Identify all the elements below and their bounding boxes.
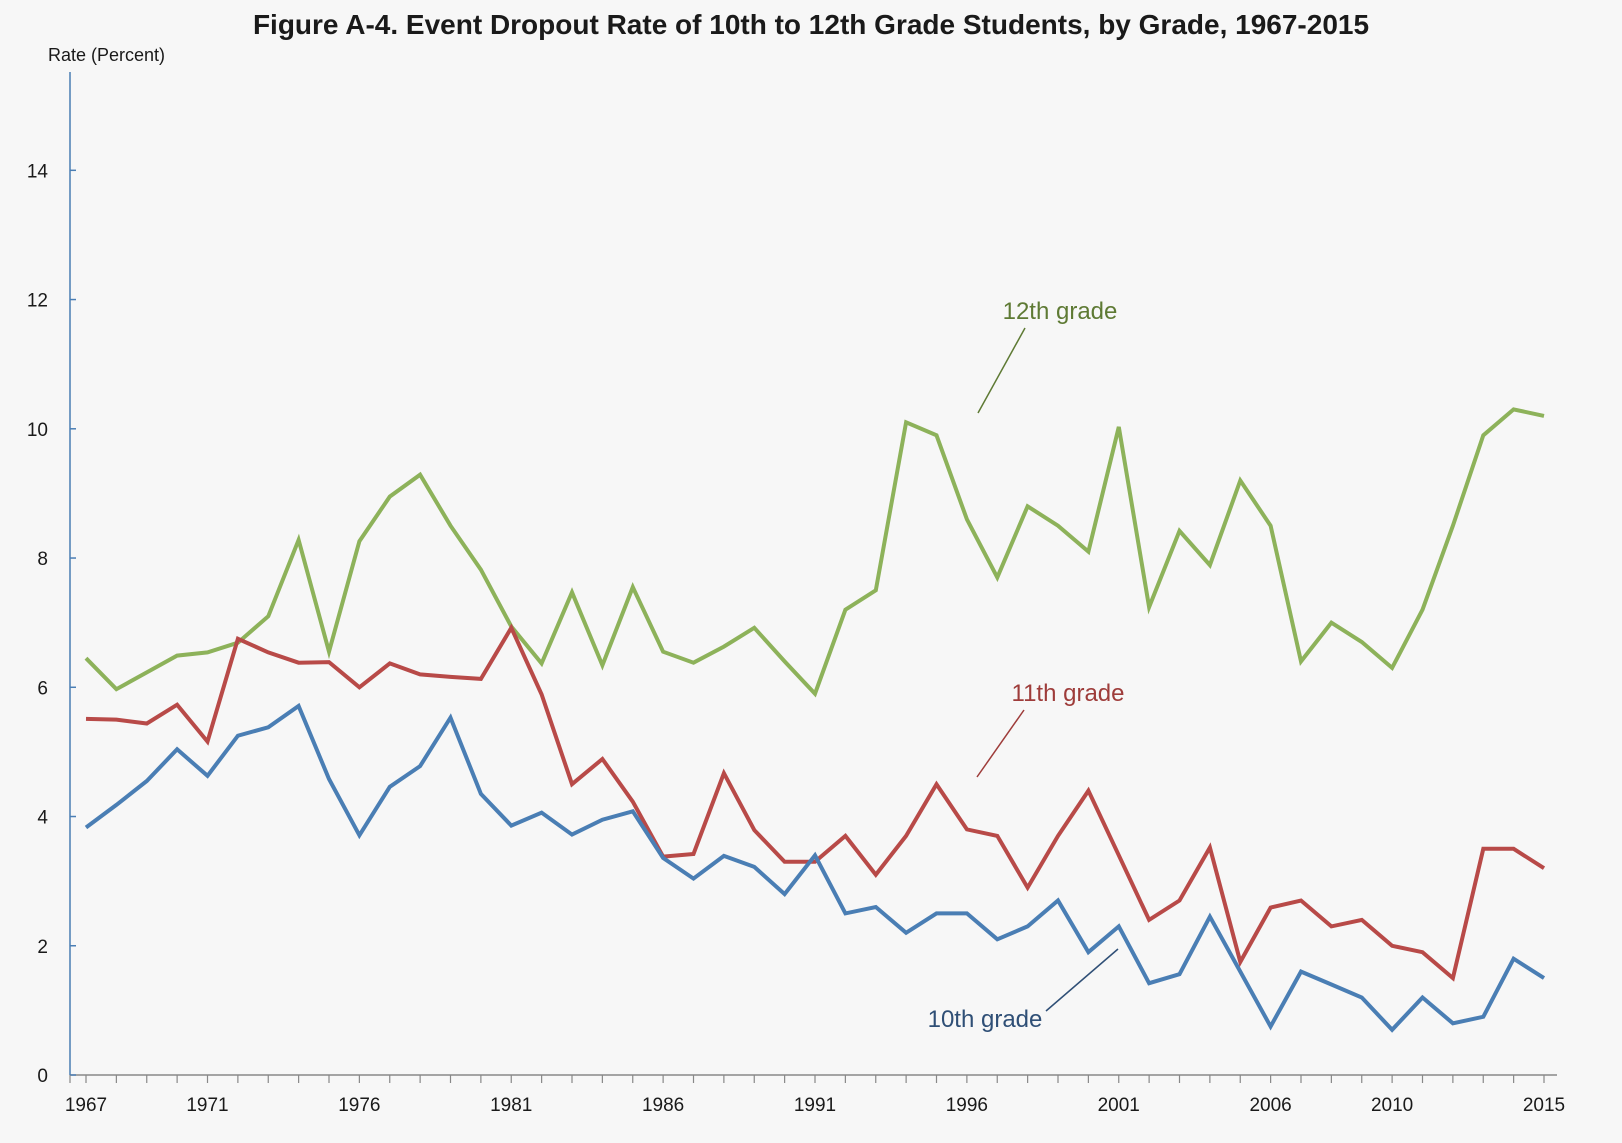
x-tick-label: 1996 xyxy=(946,1095,988,1116)
y-tick-label: 6 xyxy=(37,678,48,699)
x-tick-label: 1991 xyxy=(794,1095,836,1116)
x-tick-label: 1981 xyxy=(490,1095,532,1116)
y-tick-label: 12 xyxy=(27,291,48,312)
y-tick-label: 14 xyxy=(27,161,49,182)
y-tick-label: 10 xyxy=(27,420,48,441)
series-line-11th-grade xyxy=(85,623,1546,982)
x-tick-label: 1971 xyxy=(186,1095,228,1116)
leader-line-10th-grade xyxy=(1045,948,1119,1012)
annotation-layer: 12th grade 11th grade 10th grade xyxy=(928,298,1125,1033)
series-line-10th-grade xyxy=(84,702,1546,1033)
x-tick-label: 2001 xyxy=(1098,1095,1140,1116)
y-tick-label: 0 xyxy=(37,1066,48,1087)
leader-line-11th-grade xyxy=(976,709,1025,778)
x-tick-label: 1986 xyxy=(642,1095,684,1116)
axes: 0 2 4 6 8 10 12 14 1967 1971 1976 1981 1986 1991 1996 2… xyxy=(27,72,1565,1116)
annotation-11th-grade: 11th grade xyxy=(1012,680,1125,707)
x-tick-label: 2015 xyxy=(1523,1095,1565,1116)
series-line-12th-grade xyxy=(84,407,1545,698)
x-tick-label: 1976 xyxy=(338,1095,380,1116)
annotation-12th-grade: 12th grade xyxy=(1003,298,1118,325)
x-tick-label: 2010 xyxy=(1371,1095,1413,1116)
chart-title: Figure A-4. Event Dropout Rate of 10th t… xyxy=(253,9,1369,40)
x-tick-label: 1967 xyxy=(65,1095,107,1116)
leader-line-12th-grade xyxy=(977,327,1026,414)
y-tick-label: 8 xyxy=(37,549,48,570)
y-tick-label: 4 xyxy=(37,808,48,829)
y-tick-label: 2 xyxy=(37,937,48,958)
x-tick-label: 2006 xyxy=(1249,1095,1291,1116)
y-axis-label: Rate (Percent) xyxy=(48,45,165,65)
series-layer xyxy=(84,407,1546,1033)
annotation-10th-grade: 10th grade xyxy=(928,1006,1043,1033)
